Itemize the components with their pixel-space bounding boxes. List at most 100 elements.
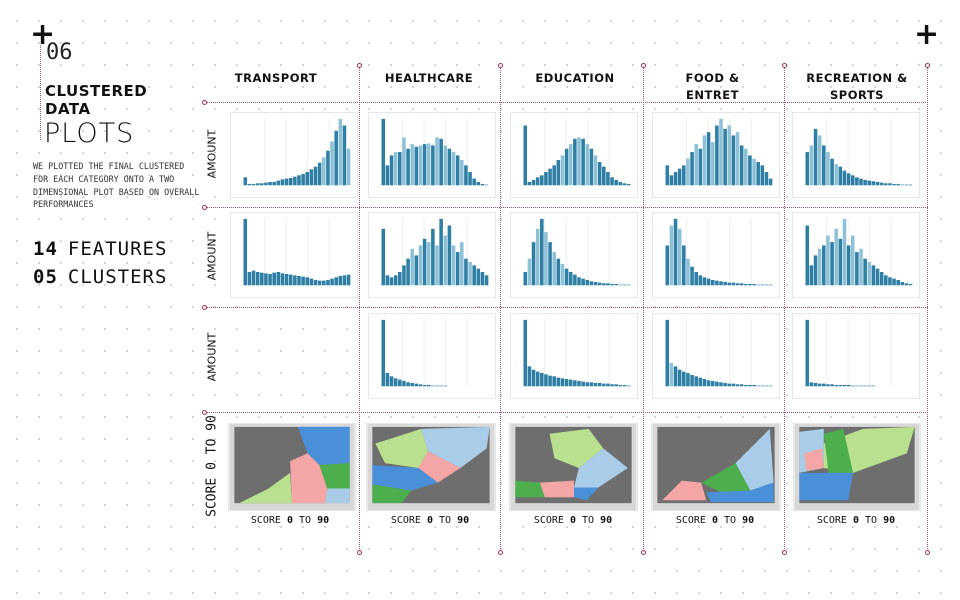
histogram-bar: [410, 248, 414, 286]
histogram-bar: [665, 165, 670, 186]
histogram-bar: [443, 235, 448, 286]
histogram-bar: [748, 155, 752, 186]
histogram-bar: [460, 160, 464, 186]
histogram-bar: [593, 382, 598, 387]
grid-line: [204, 102, 928, 103]
histogram-bar: [406, 258, 410, 286]
histogram-bar: [422, 144, 427, 186]
histogram-bar: [677, 168, 682, 186]
histogram-bar: [414, 146, 419, 186]
histogram-bar: [888, 183, 892, 186]
histogram-bar: [264, 182, 268, 186]
histogram-bar: [443, 385, 448, 387]
histogram-bar: [622, 183, 627, 186]
histogram-bar: [888, 277, 892, 286]
histogram-bar: [552, 165, 556, 186]
histogram-bar: [297, 175, 301, 186]
histogram-bar: [756, 162, 760, 186]
histogram-bar: [568, 144, 573, 186]
histogram-bar: [817, 383, 822, 387]
histogram-bar: [719, 382, 723, 387]
histogram-bar: [402, 380, 406, 387]
histogram-bar: [838, 238, 843, 286]
histogram-bar: [838, 166, 843, 186]
histogram-recreation-sports-row2: [792, 212, 920, 298]
histogram-bar: [527, 366, 532, 387]
histogram-bar: [892, 183, 896, 186]
histogram-bar: [756, 385, 760, 387]
histogram-bar: [426, 384, 431, 387]
histogram-bar: [247, 271, 252, 286]
histogram-bar: [389, 376, 394, 387]
histogram-bar: [410, 382, 414, 387]
histogram-bar: [859, 178, 863, 186]
histogram-bar: [540, 218, 544, 286]
histogram-bar: [439, 218, 443, 286]
histogram-bar: [476, 268, 481, 286]
histogram-bar: [834, 384, 838, 387]
grid-marker: [202, 305, 207, 310]
histogram-healthcare-row1: [368, 112, 496, 198]
histogram-bar: [540, 372, 544, 387]
title-guide-line: [40, 45, 41, 140]
histogram-bar: [468, 262, 472, 286]
histogram-bar: [577, 277, 581, 286]
histogram-recreation-sports-row1: [792, 112, 920, 198]
histogram-bar: [735, 283, 740, 286]
histogram-bar: [694, 271, 698, 286]
histogram-bar: [439, 138, 443, 186]
cluster-lightgreen: [239, 472, 292, 504]
histogram-transport-row1: [230, 112, 358, 198]
histogram-bar: [418, 384, 423, 387]
histogram-bar: [342, 125, 347, 186]
slide-number: 06: [46, 40, 73, 65]
histogram-bar: [406, 382, 410, 387]
histogram-bar: [859, 248, 863, 286]
histogram-bar: [686, 258, 690, 286]
histogram-bar: [850, 235, 855, 286]
column-header-recreation: RECREATION & SPORTS: [806, 71, 908, 102]
histogram-bar: [744, 283, 748, 286]
histogram-bar: [727, 383, 732, 387]
histogram-bar: [293, 275, 297, 286]
histogram-bar: [393, 275, 398, 286]
scatter-plot-food: [651, 423, 781, 511]
histogram-bar: [393, 152, 398, 186]
histogram-bar: [900, 281, 905, 286]
histogram-bar: [813, 128, 818, 186]
histogram-bar: [422, 238, 427, 286]
histogram-bar: [431, 385, 435, 387]
histogram-bar: [577, 137, 581, 186]
histogram-bar: [690, 374, 694, 387]
histogram-bar: [548, 168, 552, 186]
stat-value: 14: [33, 238, 58, 260]
histogram-bar: [710, 279, 715, 286]
histogram-bar: [768, 178, 773, 186]
histogram-bar: [739, 145, 744, 186]
histogram-bar: [326, 150, 330, 186]
histogram-bar: [268, 273, 272, 286]
histogram-bar: [564, 378, 569, 387]
histogram-bar: [280, 179, 285, 186]
x-axis-label: SCORE 0 TO 90: [533, 515, 613, 526]
histogram-bar: [426, 143, 431, 186]
grid-marker: [202, 100, 207, 105]
histogram-bar: [531, 242, 536, 286]
histogram-bar: [715, 381, 719, 387]
histogram-bar: [322, 280, 326, 286]
histogram-bar: [846, 384, 851, 387]
histogram-bar: [410, 144, 414, 186]
histogram-bar: [418, 245, 423, 286]
histogram-bar: [723, 128, 727, 186]
histogram-bar: [809, 382, 814, 387]
histogram-bar: [597, 162, 602, 186]
histogram-bar: [739, 384, 744, 387]
x-axis-label: SCORE 0 TO 90: [816, 515, 896, 526]
grid-marker: [641, 63, 646, 68]
histogram-bar: [593, 281, 598, 286]
row-label-amount: AMOUNT: [205, 231, 219, 281]
histogram-bar: [338, 275, 343, 286]
histogram-bar: [822, 383, 826, 387]
histogram-bar: [863, 385, 867, 387]
histogram-bar: [706, 132, 711, 186]
